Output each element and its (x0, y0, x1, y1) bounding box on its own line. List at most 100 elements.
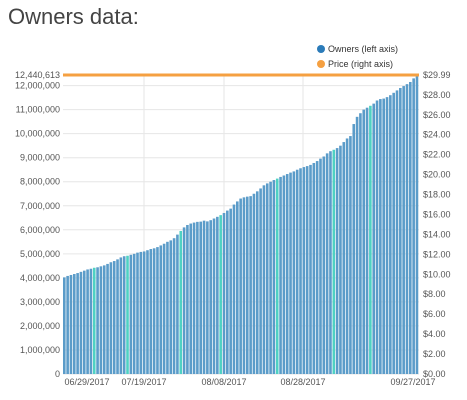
right-axis-tick-label: $2.00 (423, 349, 446, 359)
right-axis-tick-label: $8.00 (423, 289, 446, 299)
owners-bar (166, 241, 169, 374)
owners-bar (285, 174, 289, 374)
owners-bar (389, 95, 392, 374)
owners-bar (226, 210, 229, 374)
owners-bar (189, 223, 193, 374)
left-axis-tick-label: 2,000,000 (20, 321, 60, 331)
left-axis-tick-label: 12,440,613 (15, 70, 60, 80)
owners-bar (329, 151, 332, 374)
owners-bars (63, 75, 419, 375)
owners-bar (179, 231, 183, 374)
owners-bar (405, 84, 409, 375)
owners-bar (142, 251, 146, 374)
owners-bar (242, 197, 246, 374)
owners-bar (275, 178, 279, 374)
owners-bar (239, 198, 242, 374)
owners-bar (249, 196, 252, 374)
left-axis-tick-label: 0 (55, 369, 60, 379)
owners-bar (86, 269, 89, 374)
owners-bar (325, 153, 329, 374)
right-axis-tick-label: $0.00 (423, 369, 446, 379)
right-axis-tick-label: $29.99 (423, 70, 451, 80)
right-axis-tick-label: $28.00 (423, 90, 451, 100)
owners-bar (129, 254, 133, 374)
owners-bar (96, 267, 99, 374)
owners-bar (269, 181, 272, 374)
owners-bar (172, 238, 176, 374)
owners-bar (112, 261, 116, 374)
owners-bar (382, 98, 385, 374)
owners-bar (259, 188, 262, 374)
owners-bar (79, 271, 83, 374)
legend-swatch-owners (317, 45, 325, 53)
owners-bar (132, 253, 136, 374)
owners-bar (359, 113, 362, 374)
owners-bar (292, 171, 296, 374)
owners-bar (322, 156, 326, 374)
owners-bar (106, 263, 109, 374)
legend-label-price: Price (right axis) (328, 59, 393, 69)
owners-bar (196, 221, 199, 374)
owners-bar (232, 204, 236, 374)
x-axis-ticks: 06/29/2017 07/19/2017 08/08/2017 08/28/2017… (64, 377, 435, 387)
owners-bar (295, 169, 299, 374)
owners-bar (82, 270, 86, 374)
owners-bar (272, 180, 276, 374)
owners-bar (349, 136, 352, 374)
owners-bar (136, 252, 139, 374)
left-axis-tick-label: 5,000,000 (20, 249, 60, 259)
owners-bar (89, 268, 93, 374)
owners-bar (63, 277, 66, 374)
owners-bar (339, 145, 342, 374)
owners-bar (319, 158, 322, 374)
x-axis-tick-label: 06/29/2017 (64, 377, 109, 387)
x-axis-tick-label: 08/28/2017 (280, 377, 325, 387)
owners-bar (352, 124, 356, 374)
owners-bar (372, 103, 376, 375)
right-axis-tick-label: $24.00 (423, 130, 451, 140)
owners-bar (399, 87, 402, 375)
owners-bar (236, 201, 239, 374)
owners-bar (299, 168, 302, 374)
x-axis-tick-label: 08/08/2017 (201, 377, 246, 387)
legend-item-owners[interactable]: Owners (left axis) (317, 44, 398, 54)
legend-item-price[interactable]: Price (right axis) (317, 59, 393, 69)
owners-bar (342, 142, 346, 374)
owners-bar (159, 245, 163, 374)
owners-bar (385, 97, 389, 374)
owners-bar (192, 222, 196, 374)
left-axis-tick-label: 8,000,000 (20, 177, 60, 187)
owners-bar (379, 99, 382, 375)
right-axis-tick-label: $20.00 (423, 170, 451, 180)
left-axis-tick-label: 9,000,000 (20, 153, 60, 163)
right-axis-tick-label: $14.00 (423, 229, 451, 239)
owners-bar (362, 109, 366, 375)
legend-swatch-price (317, 60, 325, 68)
right-axis-tick-label: $4.00 (423, 329, 446, 339)
x-axis-tick-label: 09/27/2017 (390, 377, 435, 387)
owners-bar (229, 208, 232, 374)
owners-bar (102, 265, 106, 374)
owners-bar (335, 148, 339, 374)
owners-bar (302, 167, 306, 374)
legend-label-owners: Owners (left axis) (328, 44, 398, 54)
owners-bar (375, 100, 379, 375)
owners-bar (149, 249, 153, 374)
owners-bar (392, 92, 395, 375)
owners-bar (66, 275, 69, 374)
owners-bar (119, 257, 123, 374)
left-axis-tick-label: 4,000,000 (20, 273, 60, 283)
owners-bar (365, 107, 369, 374)
right-axis-tick-label: $16.00 (423, 209, 451, 219)
right-axis-tick-label: $10.00 (423, 269, 451, 279)
owners-bar (152, 248, 156, 374)
left-axis-tick-label: 12,000,000 (15, 81, 60, 91)
owners-bar (412, 78, 415, 374)
owners-bar (315, 161, 319, 374)
owners-bar (109, 262, 113, 374)
x-axis-tick-label: 07/19/2017 (121, 377, 166, 387)
owners-bar (395, 90, 399, 375)
owners-bar (265, 183, 269, 374)
owners-bar (409, 81, 412, 374)
